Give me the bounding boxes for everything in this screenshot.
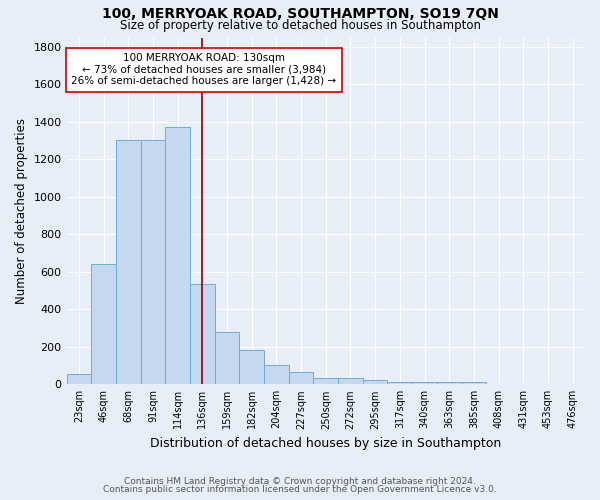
Bar bbox=[67, 374, 91, 384]
Bar bbox=[116, 140, 140, 384]
Bar bbox=[215, 332, 239, 384]
Bar bbox=[91, 264, 116, 384]
Y-axis label: Number of detached properties: Number of detached properties bbox=[15, 118, 28, 304]
Bar bbox=[461, 382, 486, 384]
Bar bbox=[412, 382, 437, 384]
Bar bbox=[264, 364, 289, 384]
Text: Contains HM Land Registry data © Crown copyright and database right 2024.: Contains HM Land Registry data © Crown c… bbox=[124, 477, 476, 486]
Bar bbox=[190, 284, 215, 384]
Bar bbox=[239, 350, 264, 384]
Text: 100 MERRYOAK ROAD: 130sqm
← 73% of detached houses are smaller (3,984)
26% of se: 100 MERRYOAK ROAD: 130sqm ← 73% of detac… bbox=[71, 53, 337, 86]
Bar bbox=[388, 382, 412, 384]
Bar bbox=[313, 378, 338, 384]
Text: Size of property relative to detached houses in Southampton: Size of property relative to detached ho… bbox=[119, 19, 481, 32]
Bar bbox=[363, 380, 388, 384]
Bar bbox=[437, 382, 461, 384]
Bar bbox=[140, 140, 165, 384]
Text: 100, MERRYOAK ROAD, SOUTHAMPTON, SO19 7QN: 100, MERRYOAK ROAD, SOUTHAMPTON, SO19 7Q… bbox=[101, 8, 499, 22]
Bar bbox=[338, 378, 363, 384]
Bar bbox=[289, 372, 313, 384]
Bar bbox=[165, 128, 190, 384]
X-axis label: Distribution of detached houses by size in Southampton: Distribution of detached houses by size … bbox=[150, 437, 502, 450]
Text: Contains public sector information licensed under the Open Government Licence v3: Contains public sector information licen… bbox=[103, 485, 497, 494]
